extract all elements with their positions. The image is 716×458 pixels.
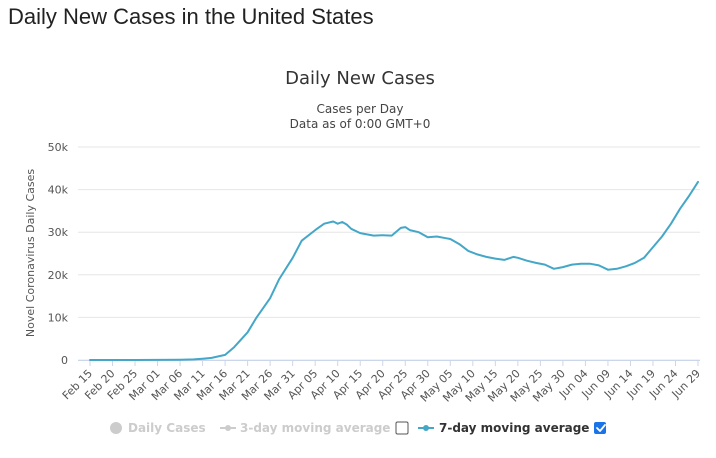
y-tick-label: 50k: [48, 141, 69, 154]
y-tick-label: 40k: [48, 184, 69, 197]
y-tick-label: 10k: [48, 311, 69, 324]
chart-subtitle-2: Data as of 0:00 GMT+0: [290, 117, 431, 131]
legend-marker-7day-dot: [423, 425, 429, 431]
legend: Daily Cases 3-day moving average 7-day mov…: [110, 421, 606, 435]
legend-label-3day[interactable]: 3-day moving average: [240, 421, 390, 435]
legend-label-daily[interactable]: Daily Cases: [128, 421, 206, 435]
y-axis-title: Novel Coronavirus Daily Cases: [24, 169, 37, 337]
y-tick-label: 0: [61, 354, 68, 367]
series-group: [89, 180, 699, 361]
y-axis-ticks: 0 10k 20k 30k 40k 50k: [48, 141, 69, 367]
page-title: Daily New Cases in the United States: [8, 4, 374, 29]
series-line-7day: [89, 180, 699, 361]
checkmark-icon: [596, 424, 606, 432]
chart-subtitle-1: Cases per Day: [317, 102, 404, 116]
legend-checkbox-7day[interactable]: [594, 422, 606, 434]
grid-lines: [78, 146, 700, 361]
legend-marker-3day-dot: [225, 425, 231, 431]
legend-label-7day[interactable]: 7-day moving average: [439, 421, 589, 435]
legend-marker-daily: [110, 422, 122, 434]
y-tick-label: 20k: [48, 269, 69, 282]
y-tick-label: 30k: [48, 226, 69, 239]
legend-checkbox-3day[interactable]: [395, 421, 409, 435]
chart-title: Daily New Cases: [285, 68, 435, 89]
